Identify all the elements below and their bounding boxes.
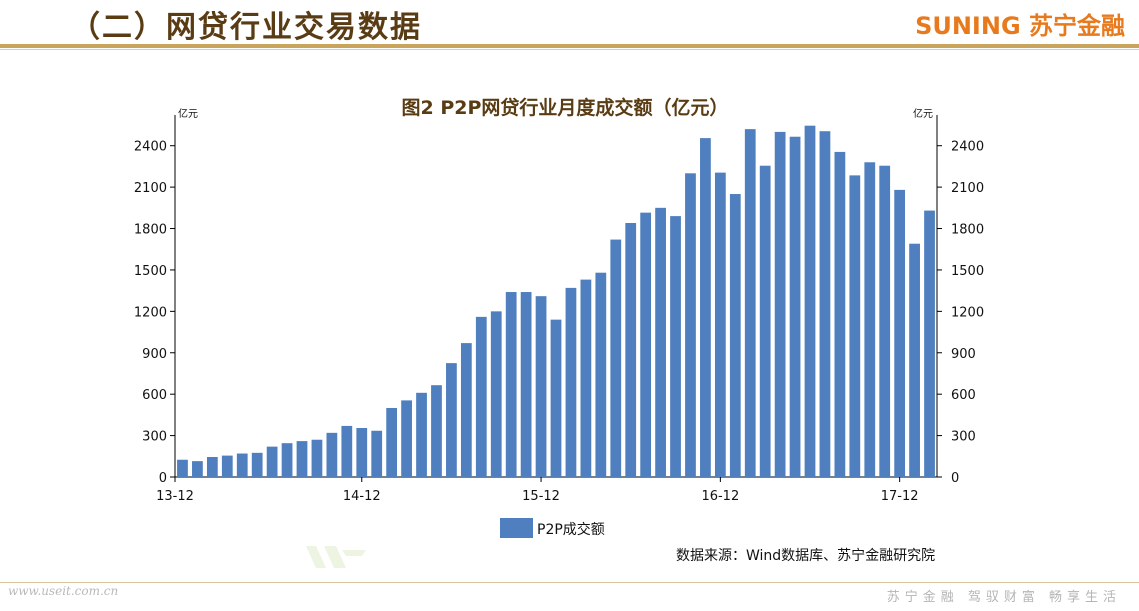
- bar: [520, 292, 532, 477]
- bar: [386, 407, 398, 477]
- bar: [640, 212, 652, 477]
- x-tick-label: 13-12: [156, 489, 194, 504]
- right-axis-ticks: 0 300 600 900 1200 1500 1800 2100 2400: [937, 140, 984, 486]
- chart-title: 图2 P2P网贷行业月度成交额（亿元）: [402, 96, 729, 119]
- bar: [311, 439, 323, 477]
- left-tick-label: 0: [159, 471, 167, 486]
- data-source-note: 数据来源：Wind数据库、苏宁金融研究院: [676, 548, 936, 564]
- bar: [610, 239, 622, 477]
- bar: [266, 446, 278, 477]
- left-tick-label: 1200: [134, 305, 167, 320]
- bar: [625, 223, 637, 477]
- footer-divider: [0, 582, 1139, 583]
- bar: [685, 173, 696, 477]
- bar: [341, 425, 353, 477]
- bar: [580, 279, 592, 477]
- bar: [251, 452, 263, 477]
- bar: [490, 311, 502, 477]
- bar: [535, 296, 547, 477]
- bar: [296, 441, 308, 477]
- bar: [924, 210, 935, 477]
- bar: [281, 443, 293, 477]
- right-tick-label: 900: [951, 347, 976, 362]
- bar: [356, 428, 368, 477]
- right-tick-label: 300: [951, 430, 976, 445]
- right-tick-label: 0: [951, 471, 959, 486]
- x-tick-label: 14-12: [343, 489, 381, 504]
- left-tick-label: 2100: [134, 181, 167, 196]
- bar: [192, 461, 203, 477]
- bar: [550, 319, 562, 477]
- bar: [894, 189, 906, 477]
- bar: [177, 459, 188, 477]
- page-title: （二）网贷行业交易数据: [70, 10, 422, 45]
- left-tick-label: 1500: [134, 264, 167, 279]
- chart-legend: P2P成交额: [500, 518, 605, 538]
- decorative-arrow-icon: [306, 546, 366, 568]
- bar: [909, 243, 920, 477]
- right-tick-label: 2100: [951, 181, 984, 196]
- left-tick-label: 300: [142, 430, 167, 445]
- bar: [879, 165, 891, 477]
- bar: [714, 172, 726, 477]
- bar: [206, 456, 218, 477]
- x-tick-label: 16-12: [701, 489, 739, 504]
- brand-logo: SUNING 苏宁金融: [915, 12, 1125, 40]
- bar: [221, 455, 233, 477]
- legend-swatch: [500, 518, 533, 538]
- bar: [819, 131, 831, 477]
- chart-bars: [177, 125, 935, 478]
- right-tick-label: 1800: [951, 223, 984, 238]
- right-tick-label: 1500: [951, 264, 984, 279]
- left-tick-label: 1800: [134, 223, 167, 238]
- bar: [729, 194, 741, 477]
- right-tick-label: 600: [951, 388, 976, 403]
- footer-slogan: 苏宁金融 驾驭财富 畅享生活: [886, 590, 1121, 605]
- watermark: www.useit.com.cn: [8, 584, 119, 598]
- bar: [789, 136, 801, 478]
- x-axis-ticks: 13-12 14-12 15-12 16-12 17-12: [156, 477, 919, 504]
- bar: [236, 453, 248, 477]
- bar: [371, 430, 383, 477]
- bar: [655, 207, 666, 477]
- bar: [401, 400, 412, 477]
- bar: [505, 292, 517, 477]
- bar: [744, 129, 756, 477]
- bar: [446, 363, 457, 477]
- bar: [774, 131, 786, 477]
- right-tick-label: 1200: [951, 305, 984, 320]
- left-tick-label: 900: [142, 347, 167, 362]
- x-tick-label: 15-12: [522, 489, 560, 504]
- bar: [834, 151, 846, 478]
- bar: [804, 125, 816, 477]
- bar: [460, 343, 472, 477]
- bar: [849, 175, 861, 477]
- left-tick-label: 2400: [134, 140, 167, 155]
- left-tick-label: 600: [142, 388, 167, 403]
- bar: [700, 138, 711, 478]
- header-divider-thin: [0, 49, 1139, 50]
- bar: [431, 385, 442, 477]
- header-divider: [0, 44, 1139, 48]
- bar: [864, 162, 876, 477]
- right-tick-label: 2400: [951, 140, 984, 155]
- left-axis-ticks: 0 300 600 900 1200 1500 1800 2100 2400: [134, 140, 175, 486]
- bar: [326, 432, 338, 477]
- bar: [565, 287, 577, 477]
- x-tick-label: 17-12: [881, 489, 919, 504]
- left-axis-unit: 亿元: [178, 107, 198, 120]
- right-axis-unit: 亿元: [913, 107, 933, 120]
- bar: [416, 392, 427, 477]
- bar: [670, 216, 681, 478]
- legend-label: P2P成交额: [537, 521, 605, 538]
- bar: [759, 165, 771, 477]
- bar: [475, 316, 487, 477]
- bar: [595, 272, 607, 477]
